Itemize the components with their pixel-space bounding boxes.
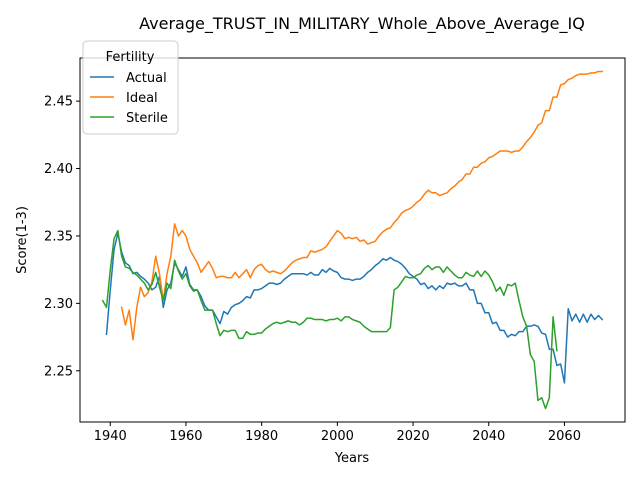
x-tick-label: 1940 (94, 429, 127, 444)
legend-label-ideal: Ideal (126, 91, 158, 106)
x-tick-label: 1960 (169, 429, 202, 444)
x-axis: 1940 1960 1980 2000 2020 2040 2060 (94, 422, 581, 444)
x-tick-label: 2040 (472, 429, 505, 444)
series-line-sterile (101, 229, 558, 410)
legend-label-actual: Actual (126, 71, 167, 86)
y-axis-label: Score(1-3) (15, 206, 30, 274)
y-tick-label: 2.40 (44, 162, 73, 177)
y-tick-label: 2.45 (44, 95, 73, 110)
legend-items: Actual Ideal Sterile (90, 71, 168, 126)
plot-area (101, 70, 604, 410)
legend-box (82, 40, 179, 135)
legend: Fertility Actual Ideal Sterile (82, 40, 179, 135)
chart-title: Average_TRUST_IN_MILITARY_Whole_Above_Av… (139, 14, 585, 34)
legend-title: Fertility (106, 50, 155, 65)
y-tick-label: 2.35 (44, 229, 73, 244)
x-tick-label: 2060 (548, 429, 581, 444)
x-axis-label: Years (334, 451, 370, 466)
legend-label-sterile: Sterile (126, 111, 168, 126)
x-tick-label: 1980 (245, 429, 278, 444)
x-tick-label: 2000 (321, 429, 354, 444)
series-line-ideal (120, 70, 604, 341)
y-tick-label: 2.30 (44, 297, 73, 312)
y-axis: 2.25 2.30 2.35 2.40 2.45 (44, 95, 80, 379)
y-tick-label: 2.25 (44, 364, 73, 379)
plot-frame (79, 57, 626, 423)
x-tick-label: 2020 (397, 429, 430, 444)
